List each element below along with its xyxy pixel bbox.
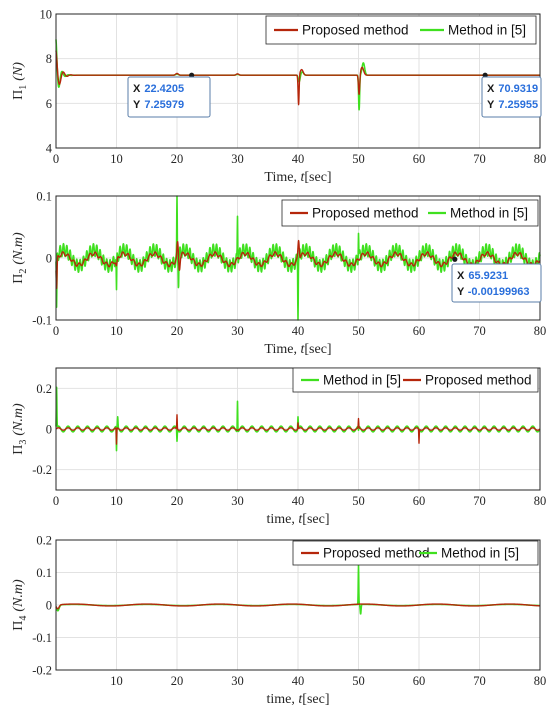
datatip-y-row: Y -0.00199963 — [457, 286, 530, 298]
datatip-x-row: X 70.9319 — [487, 83, 538, 95]
y-tick-label: 0 — [46, 252, 52, 266]
y-tick-label: 0.2 — [36, 534, 52, 548]
axes-box — [55, 195, 541, 321]
y-axis-label: Π2(N.m) — [11, 232, 29, 284]
x-tick-label: 60 — [413, 674, 426, 688]
x-tick-label: 60 — [413, 494, 426, 508]
chart-panel-1: 0 10 20 30 40 50 60 70 80 4 6 8 10 Time, t[sec] Π1(N) P… — [11, 8, 546, 186]
legend-label-method5: Method in [5] — [450, 206, 528, 221]
legend: Proposed method Method in [5] — [292, 540, 539, 566]
chart-panel-4: 10 20 30 40 50 60 70 80 -0.2 -0.1 0 0.1 0.2 time, t[s… — [11, 534, 546, 708]
x-tick-label: 80 — [534, 324, 547, 338]
y-tick-label: 0 — [46, 599, 52, 613]
y-tick-label: 0.2 — [36, 382, 52, 396]
axes-box — [55, 539, 541, 671]
x-tick-label: 70 — [473, 494, 486, 508]
legend-label-method5: Method in [5] — [323, 373, 401, 388]
y-tick-label: 0.1 — [36, 566, 52, 580]
datatip-y-row: Y 7.25955 — [487, 99, 538, 111]
series-line-method5 — [55, 386, 541, 452]
series-line-proposed — [55, 50, 541, 106]
datatip-x-row: X 65.9231 — [457, 270, 508, 282]
x-tick-label: 30 — [231, 324, 244, 338]
x-tick-label: 70 — [473, 674, 486, 688]
x-tick-label: 0 — [53, 152, 59, 166]
x-tick-label: 20 — [171, 674, 184, 688]
datatip[interactable]: X 22.4205 Y 7.25979 — [127, 72, 211, 118]
y-axis-label: Π3(N.m) — [11, 403, 29, 455]
x-tick-label: 60 — [413, 324, 426, 338]
x-tick-label: 10 — [110, 152, 123, 166]
x-tick-label: 30 — [231, 494, 244, 508]
y-axis-label: Π4(N.m) — [11, 579, 29, 631]
legend-label-proposed: Proposed method — [302, 23, 409, 38]
y-tick-label: -0.2 — [32, 463, 52, 477]
datatip-box — [127, 76, 211, 118]
x-tick-label: 70 — [473, 324, 486, 338]
datatip-x-row: X 22.4205 — [133, 83, 184, 95]
x-tick-label: 0 — [53, 324, 59, 338]
x-tick-label: 50 — [352, 674, 365, 688]
datatip-marker[interactable] — [189, 72, 195, 78]
x-tick-label: 0 — [53, 494, 59, 508]
x-tick-label: 80 — [534, 494, 547, 508]
datatip-marker[interactable] — [452, 256, 458, 262]
y-tick-label: 6 — [46, 97, 52, 111]
y-tick-label: 0.1 — [36, 190, 52, 204]
x-tick-label: 40 — [292, 674, 305, 688]
x-tick-label: 10 — [110, 674, 123, 688]
y-tick-label: 10 — [40, 8, 53, 22]
x-axis-label: Time, t[sec] — [264, 342, 331, 357]
y-tick-label: 0 — [46, 423, 52, 437]
x-tick-label: 40 — [292, 494, 305, 508]
x-tick-label: 80 — [534, 674, 547, 688]
x-tick-label: 20 — [171, 324, 184, 338]
legend-label-proposed: Proposed method — [425, 373, 532, 388]
x-tick-label: 50 — [352, 324, 365, 338]
x-axis-label: time, t[sec] — [267, 512, 330, 527]
legend-box — [292, 540, 539, 566]
x-tick-label: 50 — [352, 152, 365, 166]
datatip-box — [451, 263, 542, 303]
x-tick-label: 10 — [110, 494, 123, 508]
datatip[interactable]: X 65.9231 Y -0.00199963 — [451, 256, 542, 303]
x-tick-label: 40 — [292, 324, 305, 338]
y-tick-label: 4 — [46, 142, 53, 156]
datatip[interactable]: X 70.9319 Y 7.25955 — [481, 72, 542, 118]
chart-panel-3: 0 10 20 30 40 50 60 70 80 -0.2 0 0.2 time, t[sec] Π3(… — [11, 367, 547, 527]
datatip-box — [481, 76, 542, 118]
y-tick-label: -0.1 — [32, 314, 52, 328]
x-axis-label: Time, t[sec] — [264, 170, 331, 185]
legend-label-method5: Method in [5] — [441, 546, 519, 561]
x-tick-label: 30 — [231, 152, 244, 166]
legend-box — [281, 199, 539, 227]
legend: Proposed method Method in [5] — [265, 15, 537, 45]
x-tick-label: 50 — [352, 494, 365, 508]
x-tick-label: 30 — [231, 674, 244, 688]
legend: Proposed method Method in [5] — [281, 199, 539, 227]
y-tick-label: -0.1 — [32, 631, 52, 645]
x-tick-label: 80 — [534, 152, 547, 166]
y-axis-label: Π1(N) — [11, 62, 29, 100]
legend-box — [265, 15, 537, 45]
x-tick-label: 20 — [171, 152, 184, 166]
legend-label-proposed: Proposed method — [323, 546, 430, 561]
y-tick-label: -0.2 — [32, 664, 52, 678]
x-tick-label: 60 — [413, 152, 426, 166]
legend-label-method5: Method in [5] — [448, 23, 526, 38]
x-tick-label: 70 — [473, 152, 486, 166]
x-tick-label: 40 — [292, 152, 305, 166]
series-line-proposed — [55, 239, 541, 290]
x-axis-label: time, t[sec] — [267, 692, 330, 707]
y-tick-label: 8 — [46, 52, 52, 66]
series-line-proposed — [55, 603, 541, 610]
datatip-y-row: Y 7.25979 — [133, 99, 184, 111]
series-line-proposed — [55, 414, 541, 445]
x-tick-label: 20 — [171, 494, 184, 508]
legend: Method in [5] Proposed method — [292, 367, 539, 393]
legend-label-proposed: Proposed method — [312, 206, 419, 221]
x-tick-label: 10 — [110, 324, 123, 338]
